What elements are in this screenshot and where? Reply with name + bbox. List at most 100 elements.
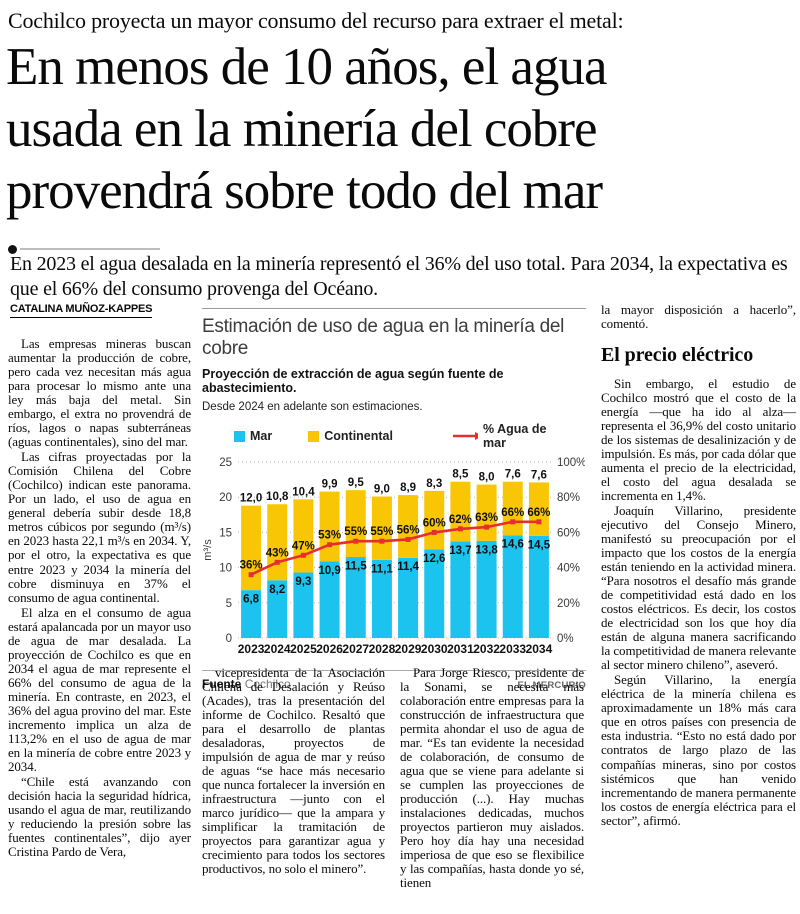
pct-point-2031 [457,526,463,532]
pct-value-label: 47% [292,540,315,552]
x-axis-tick: 2032 [473,642,500,656]
pct-value-label: 60% [423,517,446,529]
pct-point-2033 [510,519,516,525]
subheadline: En 2023 el agua desalada en la minería r… [10,253,788,300]
bar-continental-2024 [267,504,288,581]
bar-mar-2028 [371,559,392,638]
pct-point-2023 [248,572,254,578]
bar-mar-2031 [450,541,471,638]
continental-value-label: 9,9 [322,479,338,491]
pct-value-label: 62% [449,514,472,526]
divider-dot-icon [8,244,17,254]
bar-mar-2026 [319,561,340,638]
pct-point-2034 [536,519,542,525]
continental-value-label: 7,6 [531,469,547,481]
x-axis-tick: 2025 [290,642,317,656]
paragraph: Sin embargo, el estudio de Cochilco most… [601,375,796,503]
pct-agua-de-mar-line [250,520,539,576]
x-axis-tick: 2024 [264,642,291,656]
x-axis-tick: 2030 [421,642,448,656]
bar-continental-2029 [398,495,419,558]
bar-continental-2031 [450,481,471,542]
bar-mar-2025 [293,572,314,638]
y-axis-tick: 20 [219,492,232,504]
kicker: Cochilco proyecta un mayor consumo del r… [8,8,624,33]
paragraph: Para Jorge Riesco, presidente de la Sona… [400,665,584,891]
bar-mar-2023 [241,590,262,638]
x-axis-tick: 2023 [238,642,265,656]
continental-value-label: 8,5 [452,469,469,481]
pct-value-label: 36% [240,560,263,572]
article-column-3: Para Jorge Riesco, presidente de la Sona… [400,665,584,891]
y2-axis-tick: 40% [557,563,580,575]
y2-axis-tick: 80% [557,492,580,504]
chart-note: Desde 2024 en adelante son estimaciones. [202,401,423,413]
byline: CATALINA MUÑOZ-KAPPES [10,303,152,318]
paragraph: Joaquín Villarino, presidente ejecutivo … [601,502,796,673]
mar-value-label: 11,1 [371,563,393,575]
pct-value-label: 55% [344,526,367,538]
mar-value-label: 9,3 [295,576,311,588]
mar-value-label: 12,6 [423,553,445,565]
continental-value-label: 8,9 [400,482,416,494]
mar-value-label: 14,5 [528,539,551,551]
continental-value-label: 8,0 [479,472,495,484]
x-axis-tick: 2026 [316,642,343,656]
line-arrow-icon [452,432,479,440]
x-axis-tick: 2034 [526,642,553,656]
y2-axis-tick: 100% [557,457,585,469]
bar-continental-2025 [293,499,314,573]
pct-value-label: 43% [266,547,289,559]
pct-value-label: 66% [501,507,524,519]
headline-line-2: usada en la minería del cobre [6,100,598,158]
bar-continental-2028 [371,496,392,560]
mar-value-label: 10,9 [318,565,340,577]
mar-value-label: 13,8 [475,544,498,556]
y2-axis-tick: 60% [557,527,580,539]
continental-value-label: 9,0 [374,483,390,495]
pct-point-2029 [405,536,411,542]
paragraph: Las cifras proyectadas por la Comisión C… [8,449,191,605]
continental-value-label: 9,5 [348,477,365,489]
publisher-credit: EL MERCURIO [517,680,586,691]
legend-label: Continental [324,429,393,443]
pct-point-2024 [274,559,280,565]
mar-value-label: 11,5 [345,561,367,573]
legend-item-continental: Continental [308,429,393,443]
headline: En menos de 10 años, el agua usada en la… [6,36,796,222]
headline-divider [8,240,208,254]
bar-continental-2027 [345,490,366,558]
source-value: Cochilco [244,677,291,691]
y2-axis-tick: 0% [557,633,574,645]
pct-value-label: 56% [397,524,420,536]
source-label: Fuente [202,677,242,691]
article-column-1: Las empresas mineras buscan aumentar la … [8,336,191,860]
y-axis-tick: 25 [219,457,232,469]
chart-title: Estimación de uso de agua en la minería … [202,316,565,359]
bar-mar-2024 [267,580,288,638]
mar-value-label: 8,2 [269,584,285,596]
pct-point-2028 [379,538,385,544]
mar-swatch-icon [234,430,245,442]
chart-source: Fuente Cochilco [202,677,291,691]
continental-value-label: 8,3 [426,478,442,490]
paragraph: “Chile está avanzando con decisión hacia… [8,773,191,860]
bar-mar-2027 [345,557,366,638]
chart-subtitle: Proyección de extracción de agua según f… [202,367,504,395]
estimation-chart-svg: 0 0% 5 20% 10 40% 15 60% 20 80% 25 100% m³/s 12,0 6,8 2… [202,457,586,656]
legend-label: % Agua de mar [483,422,547,450]
x-axis-tick: 2033 [499,642,526,656]
x-axis-tick: 2029 [395,642,422,656]
continental-value-label: 12,0 [240,493,262,505]
pct-point-2025 [300,552,306,558]
y-axis-tick: 10 [219,563,232,575]
estimation-chart: Estimación de uso de agua en la minería … [202,308,586,691]
pct-value-label: 53% [318,530,341,542]
bar-mar-2032 [476,540,497,638]
legend-item-line: % Agua de mar [452,422,558,450]
y2-axis-tick: 20% [557,598,580,610]
continental-value-label: 10,4 [292,486,315,498]
y-axis-tick: 0 [226,633,232,645]
article-column-4: la mayor disposición a hacerlo”, comentó… [601,302,796,828]
